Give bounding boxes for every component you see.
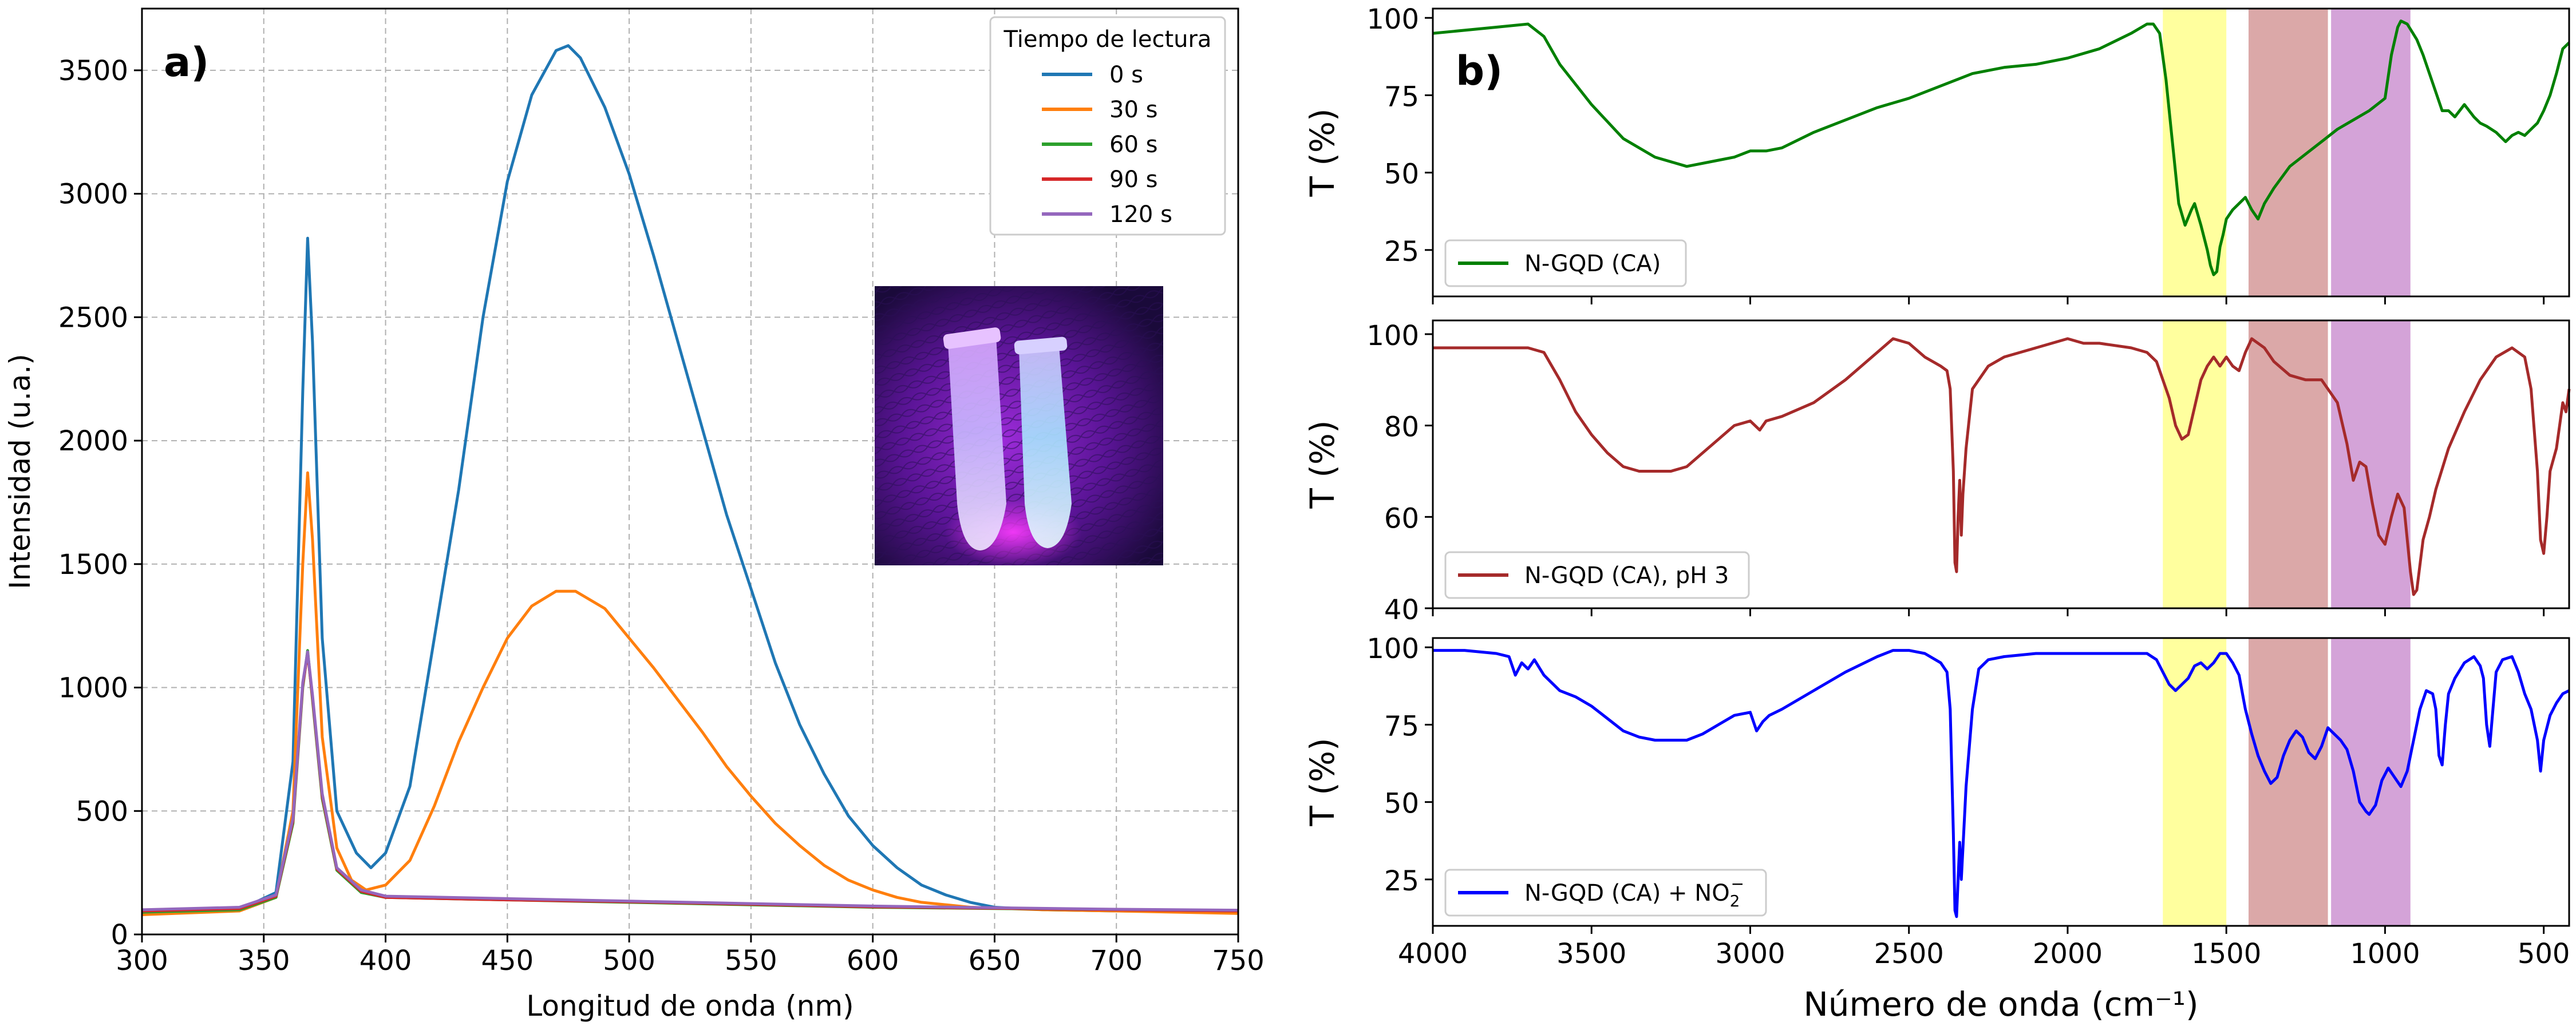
vial-left xyxy=(943,327,1006,550)
legend-label: 60 s xyxy=(1109,132,1157,158)
x-tick-label: 650 xyxy=(969,945,1021,977)
legend-label: 0 s xyxy=(1109,62,1143,88)
highlight-band xyxy=(2163,638,2227,926)
x-tick-label: 3500 xyxy=(1556,938,1626,970)
y-axis-label-panel-a: Intensidad (u.a.) xyxy=(3,354,37,589)
legend-panel-a: Tiempo de lectura 0 s 30 s 60 s 90 s 120 s xyxy=(989,16,1226,236)
axis-ticks-panel-a: 300 350 400 450 500 550 600 650 700 750 0 500 1000 15… xyxy=(58,55,1265,977)
x-tick-label: 700 xyxy=(1090,945,1143,977)
series-line xyxy=(141,649,1239,914)
legend-label-subscript: 2 xyxy=(1730,892,1740,910)
x-tick-label: 4000 xyxy=(1398,938,1468,970)
legend-label: N-GQD (CA) + NO2− xyxy=(1524,874,1744,910)
highlight-band xyxy=(2331,9,2411,296)
legend-label: N-GQD (CA) xyxy=(1524,251,1661,277)
x-axis-label-panel-a: Longitud de onda (nm) xyxy=(526,989,854,1023)
y-tick-label: 25 xyxy=(1384,865,1419,897)
x-tick-label: 3000 xyxy=(1715,938,1785,970)
highlight-band xyxy=(2248,320,2328,608)
subplots-panel-b: 25 50 75 100 T (%) N-GQD (CA) 40 60 80 100 T (%) N-… xyxy=(1303,3,2571,970)
y-tick-label: 100 xyxy=(1366,633,1419,665)
legend-items-panel-a: 0 s 30 s 60 s 90 s 120 s xyxy=(1042,62,1172,228)
y-tick-label: 50 xyxy=(1384,159,1419,191)
series-line xyxy=(1433,337,2571,596)
y-tick-label: 3500 xyxy=(58,55,128,87)
y-tick-label: 75 xyxy=(1384,710,1419,742)
y-tick-label: 40 xyxy=(1384,594,1419,626)
y-tick-label: 0 xyxy=(110,919,128,951)
legend-label: 90 s xyxy=(1109,167,1157,193)
legend-box xyxy=(1444,239,1687,287)
series-line xyxy=(141,44,1239,914)
y-axis-label: T (%) xyxy=(1303,738,1342,826)
y-tick-label: 1500 xyxy=(58,549,128,581)
subplot: 25 50 75 100 T (%) N-GQD (CA) xyxy=(1303,3,2570,304)
legend-label: N-GQD (CA), pH 3 xyxy=(1524,562,1729,589)
inset-photo-vials xyxy=(875,286,1163,566)
plot-frame xyxy=(1432,637,2570,927)
series-line xyxy=(141,650,1239,912)
x-axis-label-panel-b: Número de onda (cm⁻¹) xyxy=(1803,985,2198,1024)
y-tick-label: 100 xyxy=(1366,320,1419,352)
x-tick-label: 500 xyxy=(2518,938,2570,970)
subplot: 40 60 80 100 T (%) N-GQD (CA), pH 3 xyxy=(1303,319,2571,626)
highlight-band xyxy=(2163,320,2227,608)
y-axis-label: T (%) xyxy=(1303,108,1342,197)
subplot: 25 50 75 100 4000 3500 3000 2500 2000 1500 1000 500… xyxy=(1303,633,2570,970)
chart-panel-b: 25 50 75 100 T (%) N-GQD (CA) 40 60 80 100 T (%) N-… xyxy=(1303,3,2571,1024)
highlight-band xyxy=(2331,320,2411,608)
series-line xyxy=(1433,649,2570,918)
y-tick-label: 3000 xyxy=(58,179,128,211)
x-tick-label: 600 xyxy=(847,945,899,977)
y-tick-label: 100 xyxy=(1366,3,1419,35)
x-tick-label: 400 xyxy=(359,945,412,977)
x-axis-label-text: Número de onda (cm⁻¹) xyxy=(1803,985,2198,1024)
chart-panel-a: 300 350 400 450 500 550 600 650 700 750 0 500 1000 15… xyxy=(3,7,1265,1023)
x-tick-label: 550 xyxy=(725,945,777,977)
y-tick-label: 25 xyxy=(1384,236,1419,268)
y-tick-label: 500 xyxy=(76,795,128,827)
legend-label: 30 s xyxy=(1109,97,1157,123)
y-tick-label: 80 xyxy=(1384,411,1419,443)
x-tick-label: 450 xyxy=(481,945,534,977)
x-tick-label: 2000 xyxy=(2033,938,2103,970)
x-tick-label: 750 xyxy=(1212,945,1265,977)
x-tick-label: 1500 xyxy=(2191,938,2261,970)
legend-label: 120 s xyxy=(1109,201,1172,228)
x-tick-label: 1000 xyxy=(2350,938,2420,970)
y-tick-label: 1000 xyxy=(58,672,128,704)
x-tick-label: 300 xyxy=(116,945,168,977)
series-line xyxy=(141,651,1239,913)
series-group-panel-a xyxy=(141,44,1239,916)
panel-label-b: b) xyxy=(1456,47,1503,94)
x-tick-label: 2500 xyxy=(1874,938,1944,970)
plot-frame xyxy=(1432,319,2570,609)
y-tick-label: 60 xyxy=(1384,502,1419,534)
y-axis-label: T (%) xyxy=(1303,420,1342,509)
y-tick-label: 50 xyxy=(1384,788,1419,820)
plot-frame-panel-a xyxy=(141,7,1239,936)
legend-box xyxy=(1444,551,1750,599)
y-tick-label: 2500 xyxy=(58,302,128,334)
vial-right xyxy=(1014,336,1072,548)
plot-frame xyxy=(1432,7,2570,298)
y-tick-label: 2000 xyxy=(58,425,128,457)
legend-label-superscript: − xyxy=(1731,874,1744,893)
highlight-band xyxy=(2248,9,2328,296)
y-tick-label: 75 xyxy=(1384,81,1419,113)
x-tick-label: 500 xyxy=(603,945,655,977)
x-tick-label: 350 xyxy=(238,945,290,977)
highlight-band xyxy=(2248,638,2328,926)
series-line xyxy=(1432,19,2570,276)
highlight-bands xyxy=(2163,9,2411,926)
legend-title: Tiempo de lectura xyxy=(1003,26,1212,53)
legend-box xyxy=(1444,869,1767,917)
series-line xyxy=(141,471,1239,916)
panel-label-a: a) xyxy=(164,39,209,86)
